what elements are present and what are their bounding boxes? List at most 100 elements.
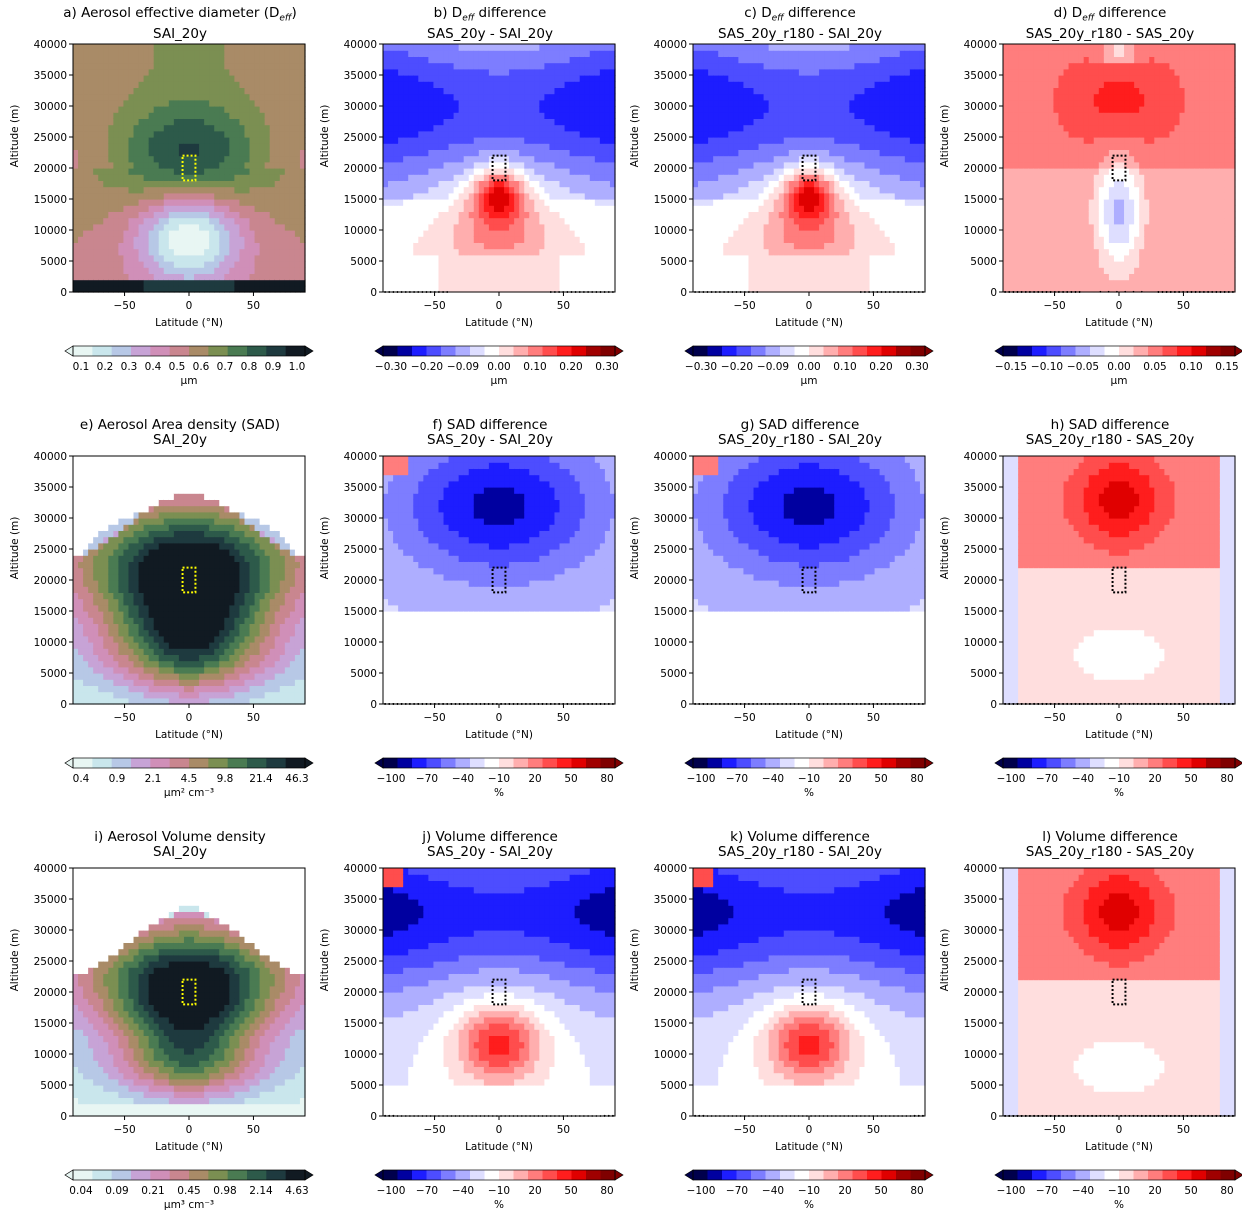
- heatmap-cell: [444, 94, 450, 101]
- heatmap-cell: [275, 218, 281, 225]
- heatmap-cell: [489, 180, 495, 187]
- heatmap-cell: [570, 273, 576, 280]
- heatmap-cell: [570, 261, 576, 268]
- heatmap-cell: [789, 118, 795, 125]
- heatmap-cell: [408, 168, 414, 175]
- heatmap-cell: [789, 50, 795, 57]
- heatmap-cell: [290, 125, 296, 132]
- heatmap-cell: [139, 174, 145, 181]
- heatmap-cell: [824, 168, 830, 175]
- heatmap-cell: [88, 106, 94, 113]
- heatmap-cell: [819, 249, 825, 256]
- heatmap-cell: [204, 137, 210, 144]
- heatmap-cell: [154, 75, 160, 82]
- heatmap-cell: [418, 63, 424, 70]
- heatmap-cell: [255, 249, 261, 256]
- heatmap-cell: [764, 255, 770, 262]
- heatmap-cell: [509, 149, 515, 156]
- heatmap-cell: [428, 118, 434, 125]
- heatmap-cell: [774, 69, 780, 76]
- heatmap-cell: [383, 75, 389, 82]
- heatmap-cell: [794, 261, 800, 268]
- heatmap-cell: [285, 56, 291, 63]
- heatmap-cell: [723, 106, 729, 113]
- heatmap-cell: [524, 280, 530, 287]
- heatmap-cell: [118, 230, 124, 237]
- heatmap-cell: [134, 94, 140, 101]
- heatmap-cell: [184, 143, 190, 150]
- heatmap-cell: [199, 44, 205, 51]
- heatmap-cell: [433, 94, 439, 101]
- heatmap-cell: [693, 50, 699, 57]
- heatmap-cell: [428, 236, 434, 243]
- heatmap-cell: [605, 106, 611, 113]
- heatmap-cell: [103, 242, 109, 249]
- heatmap-cell: [484, 218, 490, 225]
- heatmap-cell: [428, 168, 434, 175]
- heatmap-cell: [509, 180, 515, 187]
- heatmap-cell: [819, 112, 825, 119]
- heatmap-cell: [474, 50, 480, 57]
- heatmap-cell: [144, 162, 150, 169]
- heatmap-cell: [529, 125, 535, 132]
- heatmap-cell: [295, 261, 301, 268]
- heatmap-cell: [214, 261, 220, 268]
- heatmap-cell: [93, 94, 99, 101]
- heatmap-cell: [799, 137, 805, 144]
- heatmap-cell: [784, 255, 790, 262]
- heatmap-cell: [449, 75, 455, 82]
- heatmap-cell: [524, 100, 530, 107]
- heatmap-cell: [154, 236, 160, 243]
- heatmap-cell: [118, 81, 124, 88]
- heatmap-cell: [139, 81, 145, 88]
- heatmap-cell: [554, 255, 560, 262]
- heatmap-cell: [829, 81, 835, 88]
- heatmap-cell: [139, 211, 145, 218]
- heatmap-cell: [829, 131, 835, 138]
- heatmap-cell: [764, 174, 770, 181]
- heatmap-cell: [184, 218, 190, 225]
- heatmap-cell: [174, 100, 180, 107]
- heatmap-cell: [769, 205, 775, 212]
- heatmap-cell: [179, 242, 185, 249]
- heatmap-cell: [708, 50, 714, 57]
- colorbar-segment: [412, 346, 427, 356]
- heatmap-cell: [413, 162, 419, 169]
- heatmap-cell: [814, 242, 820, 249]
- y-axis-label: Altitude (m): [9, 46, 21, 226]
- heatmap-cell: [144, 94, 150, 101]
- heatmap-cell: [88, 125, 94, 132]
- heatmap-cell: [575, 162, 581, 169]
- heatmap-cell: [824, 193, 830, 200]
- heatmap-cell: [718, 218, 724, 225]
- heatmap-cell: [698, 273, 704, 280]
- heatmap-cell: [580, 249, 586, 256]
- heatmap-cell: [698, 106, 704, 113]
- heatmap-cell: [809, 56, 815, 63]
- heatmap-cell: [214, 236, 220, 243]
- heatmap-cell: [708, 87, 714, 94]
- heatmap-cell: [98, 199, 104, 206]
- colorbar-segment: [170, 346, 190, 356]
- heatmap-cell: [244, 143, 250, 150]
- heatmap-cell: [605, 100, 611, 107]
- heatmap-cell: [454, 255, 460, 262]
- heatmap-cell: [433, 255, 439, 262]
- heatmap-cell: [113, 131, 119, 138]
- heatmap-cell: [504, 125, 510, 132]
- heatmap-cell: [784, 112, 790, 119]
- heatmap-cell: [438, 261, 444, 268]
- heatmap-cell: [403, 211, 409, 218]
- heatmap-cell: [534, 125, 540, 132]
- heatmap-cell: [600, 255, 606, 262]
- heatmap-cell: [519, 50, 525, 57]
- heatmap-cell: [519, 273, 525, 280]
- heatmap-cell: [494, 230, 500, 237]
- heatmap-cell: [423, 261, 429, 268]
- heatmap-cell: [413, 280, 419, 287]
- heatmap-cell: [139, 255, 145, 262]
- heatmap-cell: [139, 100, 145, 107]
- heatmap-cell: [234, 193, 240, 200]
- heatmap-cell: [560, 149, 566, 156]
- heatmap-cell: [280, 174, 286, 181]
